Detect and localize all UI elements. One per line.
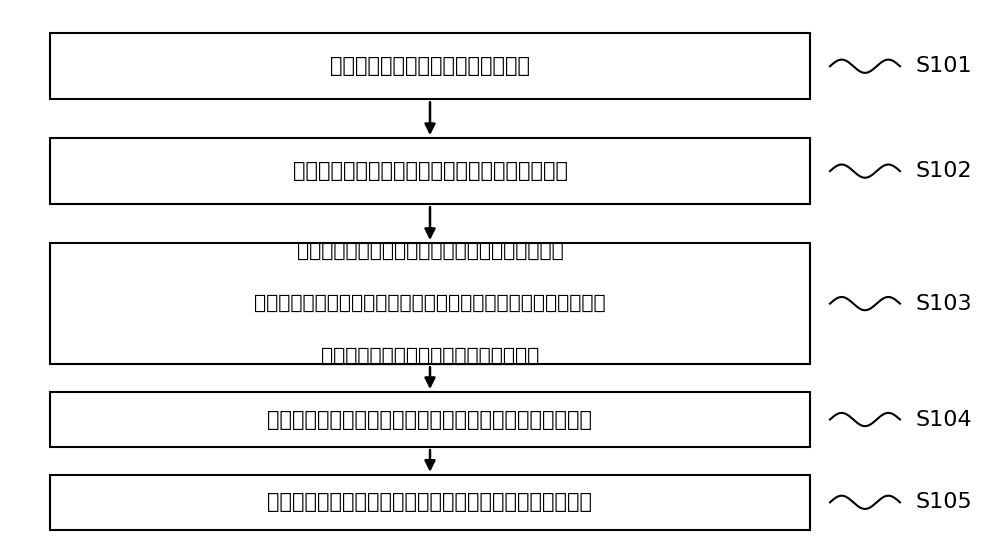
Text: S105: S105 <box>915 492 972 512</box>
Text: 在创建足式机器人多体动力学仿真模型的过程中，: 在创建足式机器人多体动力学仿真模型的过程中， <box>297 242 563 261</box>
Text: S104: S104 <box>915 410 972 429</box>
Text: 将足式机器人多体动力学仿真模型与标准三维几何文件进行关联，: 将足式机器人多体动力学仿真模型与标准三维几何文件进行关联， <box>254 294 606 313</box>
Bar <box>50 138 810 204</box>
Text: S102: S102 <box>915 161 972 181</box>
Bar <box>50 33 810 99</box>
Text: 使足式机器人多体动力学仿真模型可视化: 使足式机器人多体动力学仿真模型可视化 <box>321 347 539 365</box>
Text: 对可视化后的足式机器人多体动力学仿真模型进行驱动设置: 对可视化后的足式机器人多体动力学仿真模型进行驱动设置 <box>268 492 592 512</box>
Bar <box>50 392 810 447</box>
Bar <box>50 475 810 530</box>
Bar <box>50 243 810 364</box>
Text: S103: S103 <box>915 294 972 314</box>
Text: 获取绘制三维几何零件图导出的标准三维几何文件: 获取绘制三维几何零件图导出的标准三维几何文件 <box>292 161 568 181</box>
Text: S101: S101 <box>915 56 972 76</box>
Text: 对可视化后的足式机器人多体动力学仿真模型进行参数设置: 对可视化后的足式机器人多体动力学仿真模型进行参数设置 <box>268 410 592 429</box>
Text: 构建足式机器人多体动力学仿真模型: 构建足式机器人多体动力学仿真模型 <box>330 56 530 76</box>
